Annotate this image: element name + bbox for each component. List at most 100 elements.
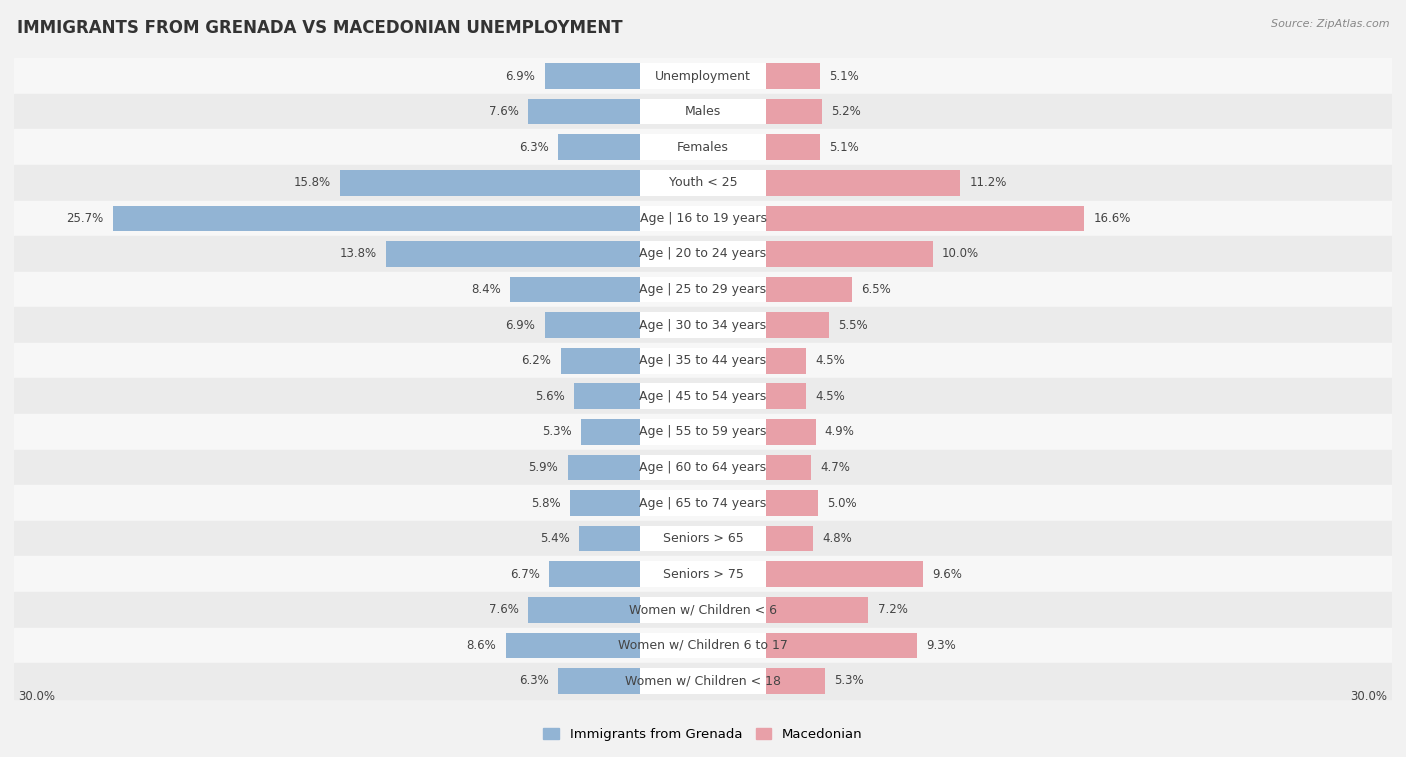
Bar <box>640 277 766 302</box>
Text: Age | 30 to 34 years: Age | 30 to 34 years <box>640 319 766 332</box>
Bar <box>703 633 917 658</box>
Text: 4.9%: 4.9% <box>825 425 855 438</box>
Bar <box>703 419 815 444</box>
Bar <box>568 455 703 480</box>
Bar <box>14 94 1392 129</box>
Text: Age | 35 to 44 years: Age | 35 to 44 years <box>640 354 766 367</box>
Bar <box>703 384 807 409</box>
Text: Youth < 25: Youth < 25 <box>669 176 737 189</box>
Bar <box>703 64 820 89</box>
Bar <box>558 668 703 693</box>
Bar <box>14 485 1392 521</box>
Bar <box>703 491 818 516</box>
Text: Age | 16 to 19 years: Age | 16 to 19 years <box>640 212 766 225</box>
Text: 5.5%: 5.5% <box>838 319 868 332</box>
Text: 6.9%: 6.9% <box>506 319 536 332</box>
Bar <box>14 378 1392 414</box>
Bar <box>640 384 766 409</box>
Bar <box>703 277 852 302</box>
Text: 4.7%: 4.7% <box>820 461 851 474</box>
Bar <box>14 628 1392 663</box>
Text: Seniors > 65: Seniors > 65 <box>662 532 744 545</box>
Text: 4.5%: 4.5% <box>815 354 845 367</box>
Bar <box>703 526 813 551</box>
Bar <box>544 64 703 89</box>
Text: Age | 45 to 54 years: Age | 45 to 54 years <box>640 390 766 403</box>
Bar <box>112 206 703 231</box>
Bar <box>640 206 766 231</box>
Text: 5.6%: 5.6% <box>536 390 565 403</box>
Text: 6.3%: 6.3% <box>519 674 550 687</box>
Text: 6.5%: 6.5% <box>862 283 891 296</box>
Text: 11.2%: 11.2% <box>969 176 1007 189</box>
Bar <box>14 201 1392 236</box>
Text: 16.6%: 16.6% <box>1094 212 1130 225</box>
Bar <box>14 521 1392 556</box>
Bar <box>14 165 1392 201</box>
Text: Women w/ Children 6 to 17: Women w/ Children 6 to 17 <box>619 639 787 652</box>
Bar <box>14 414 1392 450</box>
Bar <box>550 562 703 587</box>
Bar <box>558 135 703 160</box>
Text: 5.3%: 5.3% <box>543 425 572 438</box>
Bar <box>640 64 766 89</box>
Bar <box>640 313 766 338</box>
Bar <box>569 491 703 516</box>
Text: 13.8%: 13.8% <box>340 248 377 260</box>
Bar <box>640 348 766 373</box>
Text: 7.6%: 7.6% <box>489 603 519 616</box>
Bar <box>703 597 869 622</box>
Text: 10.0%: 10.0% <box>942 248 979 260</box>
Text: 5.8%: 5.8% <box>531 497 561 509</box>
Bar <box>703 206 1084 231</box>
Bar <box>561 348 703 373</box>
Bar <box>703 135 820 160</box>
Text: 6.9%: 6.9% <box>506 70 536 83</box>
Text: 5.0%: 5.0% <box>827 497 856 509</box>
Text: 6.3%: 6.3% <box>519 141 550 154</box>
Bar <box>640 419 766 444</box>
Text: 25.7%: 25.7% <box>66 212 104 225</box>
Bar <box>529 597 703 622</box>
Bar <box>14 663 1392 699</box>
Bar <box>640 562 766 587</box>
Text: 6.2%: 6.2% <box>522 354 551 367</box>
Text: 30.0%: 30.0% <box>1350 690 1388 703</box>
Text: 9.3%: 9.3% <box>925 639 956 652</box>
Bar <box>14 272 1392 307</box>
Bar <box>640 241 766 266</box>
Bar <box>579 526 703 551</box>
Bar <box>14 236 1392 272</box>
Bar <box>640 633 766 658</box>
Text: Women w/ Children < 18: Women w/ Children < 18 <box>626 674 780 687</box>
Bar <box>703 170 960 195</box>
Text: Age | 25 to 29 years: Age | 25 to 29 years <box>640 283 766 296</box>
Text: 6.7%: 6.7% <box>510 568 540 581</box>
Bar <box>703 348 807 373</box>
Text: 7.2%: 7.2% <box>877 603 907 616</box>
Text: Age | 55 to 59 years: Age | 55 to 59 years <box>640 425 766 438</box>
Bar <box>14 450 1392 485</box>
Bar <box>640 170 766 195</box>
Bar <box>14 343 1392 378</box>
Text: 5.9%: 5.9% <box>529 461 558 474</box>
Bar <box>529 99 703 124</box>
Bar <box>340 170 703 195</box>
Text: Females: Females <box>678 141 728 154</box>
Bar <box>640 455 766 480</box>
Text: Women w/ Children < 6: Women w/ Children < 6 <box>628 603 778 616</box>
Bar <box>575 384 703 409</box>
Text: Unemployment: Unemployment <box>655 70 751 83</box>
Bar <box>640 99 766 124</box>
Bar <box>703 241 932 266</box>
Bar <box>640 526 766 551</box>
Bar <box>14 556 1392 592</box>
Text: Age | 65 to 74 years: Age | 65 to 74 years <box>640 497 766 509</box>
Text: Seniors > 75: Seniors > 75 <box>662 568 744 581</box>
Bar <box>703 455 811 480</box>
Text: 5.2%: 5.2% <box>831 105 862 118</box>
Text: 9.6%: 9.6% <box>932 568 963 581</box>
Bar <box>14 592 1392 628</box>
Bar <box>510 277 703 302</box>
Bar <box>640 135 766 160</box>
